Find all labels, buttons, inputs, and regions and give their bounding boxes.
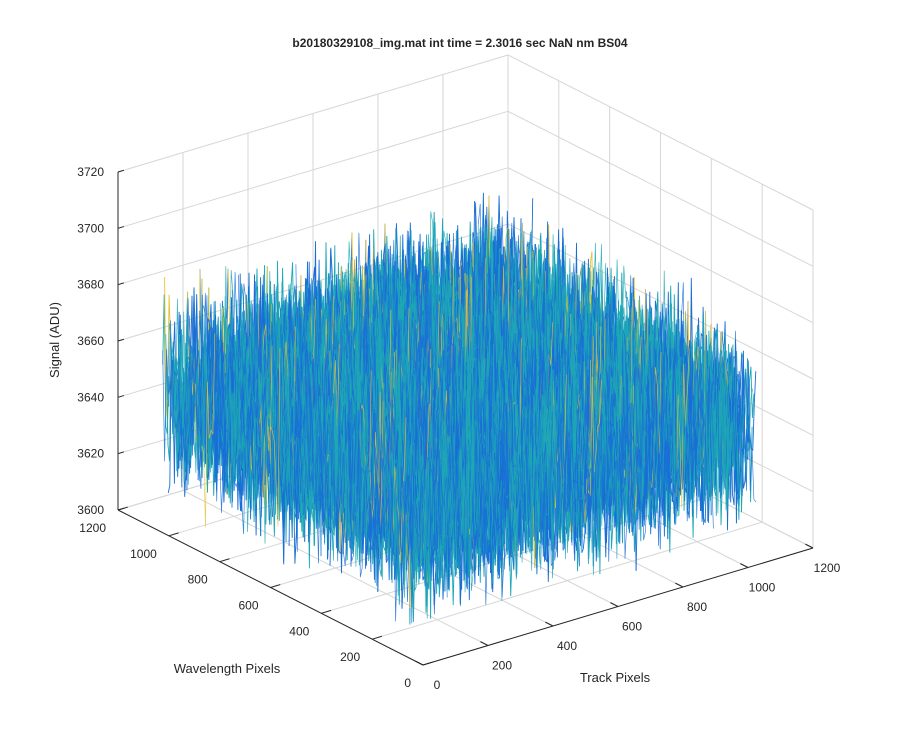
surface-segment (736, 351, 751, 497)
surface-mesh (162, 192, 757, 625)
surface-segment (703, 385, 717, 525)
grid-line (372, 521, 763, 640)
grid-line (117, 167, 509, 286)
surface-segment (748, 366, 755, 419)
surface-segment (723, 351, 738, 447)
surface-segment (675, 348, 690, 508)
grid-line (117, 54, 509, 173)
surface-segment (697, 402, 711, 487)
grid-line (507, 167, 814, 324)
grid-line (117, 110, 509, 229)
surface-segment (724, 374, 738, 505)
surface-segment (687, 368, 702, 488)
surface-segment (727, 393, 742, 505)
surface-segment (739, 388, 754, 466)
grid-line (507, 110, 814, 267)
surface-segment (721, 334, 735, 483)
grid-line (507, 54, 814, 211)
